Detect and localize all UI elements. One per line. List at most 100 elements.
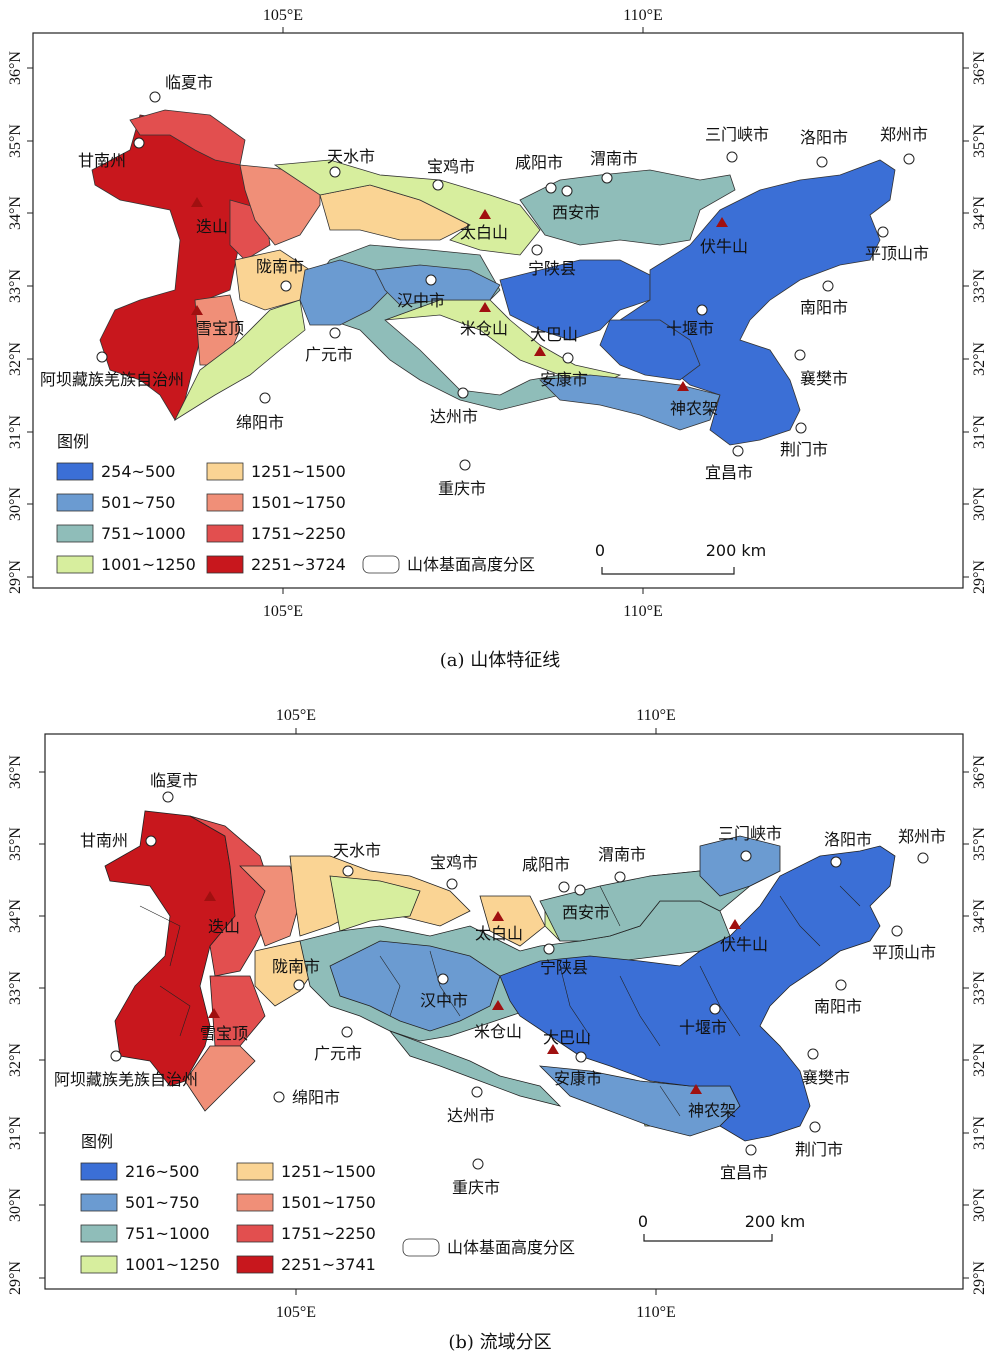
city-label: 平顶山市 [865,244,929,263]
city-label: 咸阳市 [522,855,570,874]
peak-label: 神农架 [670,399,718,418]
lat-label: 34°N [7,196,24,230]
caption-a: (a) 山体特征线 [439,650,561,671]
city-icon [425,274,437,286]
city-label: 渭南市 [598,845,646,864]
city-icon [574,884,586,896]
lat-label: 36°N [7,755,24,789]
city-icon [732,445,744,457]
legend-swatch [80,1162,118,1181]
city-icon [446,878,458,890]
peak-label: 大巴山 [530,325,578,344]
legend-label: 1751~2250 [251,524,346,543]
city-label: 甘南州 [78,151,126,170]
map-b: 105°E 110°E 105°E 110°E 36°N 35°N 34°N 3… [7,707,988,1321]
city-icon [293,979,305,991]
map-a: 105°E 110°E 105°E 110°E 36°N 35°N 34°N 3… [7,7,988,620]
city-label: 安康市 [554,1069,602,1088]
lat-labels-left: 36°N 35°N 34°N 33°N 32°N 31°N 30°N 29°N [7,755,24,1295]
caption-b: (b) 流域分区 [448,1332,552,1353]
peak-icon [729,919,741,929]
city-label: 绵阳市 [236,413,284,432]
legend-label: 1251~1500 [251,462,346,481]
city-labels: 临夏市 甘南州 天水市 宝鸡市 咸阳市 渭南市 三门峡市 洛阳市 郑州市 西安市… [40,73,929,498]
city-label: 郑州市 [898,827,946,846]
peak-labels: 迭山 雪宝顶 太白山 米仓山 大巴山 伏牛山 神农架 [196,217,748,418]
legend-swatch [56,493,94,512]
city-label: 宝鸡市 [427,157,475,176]
zone-blue [499,845,896,1142]
city-icon [740,850,752,862]
city-label: 宜昌市 [720,1163,768,1182]
city-label: 广元市 [305,345,353,364]
scale-start: 0 [638,1212,648,1231]
city-label: 汉中市 [420,991,468,1010]
legend-swatch [80,1193,118,1212]
legend-swatch [206,462,244,481]
city-icon [342,865,354,877]
city-label: 宁陕县 [540,958,588,977]
legend: 图例 254~500 501~750 751~1000 1001~1250 12… [56,432,535,574]
city-label: 临夏市 [150,771,198,790]
city-label: 达州市 [447,1106,495,1125]
legend-label: 501~750 [125,1193,199,1212]
city-icon [472,1158,484,1170]
lon-label-bottom: 110°E [636,1304,676,1321]
city-label: 十堰市 [666,319,714,338]
city-icon [795,422,807,434]
city-icon [273,1091,285,1103]
city-icon [891,925,903,937]
peak-label: 迭山 [196,217,228,236]
legend-swatch [56,462,94,481]
legend-label: 751~1000 [101,524,186,543]
peak-icon [716,217,728,227]
lon-label-bottom: 110°E [623,603,663,620]
lat-label: 33°N [971,971,988,1005]
zone-blue-mid [374,264,501,306]
city-label: 洛阳市 [824,830,872,849]
map-frame [32,32,964,589]
zone-peach [479,895,546,947]
city-icon [822,280,834,292]
city-icon [341,1026,353,1038]
lat-label: 31°N [971,1116,988,1150]
lat-label: 32°N [971,1043,988,1077]
lat-labels-right: 36°N 35°N 34°N 33°N 32°N 31°N 30°N 29°N [971,51,988,594]
legend-swatch [236,1224,274,1243]
legend-swatch-zone [362,555,400,574]
city-icon [816,156,828,168]
city-label: 宝鸡市 [430,853,478,872]
city-icon [280,280,292,292]
legend-title: 图例 [57,432,89,451]
peak-label: 雪宝顶 [196,319,244,338]
city-label: 阿坝藏族羌族自治州 [54,1070,198,1089]
city-icon [745,1144,757,1156]
lat-label: 35°N [971,827,988,861]
lat-label: 36°N [971,755,988,789]
legend-label: 2251~3724 [251,555,346,574]
city-label: 重庆市 [452,1178,500,1197]
lat-label: 30°N [7,487,24,521]
lat-label: 29°N [971,1261,988,1295]
legend-swatch [80,1224,118,1243]
panel-a: 105°E 110°E 105°E 110°E 36°N 35°N 34°N 3… [0,0,1000,680]
city-icon [162,791,174,803]
lat-label: 35°N [971,124,988,158]
lat-label: 34°N [7,899,24,933]
city-label: 达州市 [430,407,478,426]
city-label: 襄樊市 [802,1068,850,1087]
lon-label-top: 110°E [636,707,676,724]
peak-icon [191,305,203,315]
city-label: 襄樊市 [800,369,848,388]
peak-icon [534,346,546,356]
city-markers [96,91,915,471]
lat-label: 31°N [7,1116,24,1150]
zone-red [129,109,246,166]
city-label: 宜昌市 [705,463,753,482]
peak-label: 太白山 [475,924,523,943]
peak-label: 米仓山 [474,1022,522,1041]
legend-swatch-zone [402,1238,440,1257]
city-icon [807,1048,819,1060]
legend-swatch [206,524,244,543]
city-icon [259,392,271,404]
